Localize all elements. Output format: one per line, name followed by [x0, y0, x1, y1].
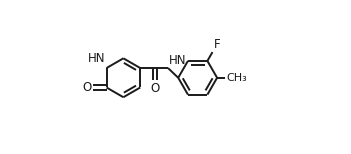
Text: O: O [151, 82, 160, 95]
Text: O: O [82, 81, 92, 94]
Text: HN: HN [168, 54, 186, 67]
Text: CH₃: CH₃ [226, 73, 247, 83]
Text: F: F [214, 38, 220, 51]
Text: HN: HN [88, 52, 106, 65]
